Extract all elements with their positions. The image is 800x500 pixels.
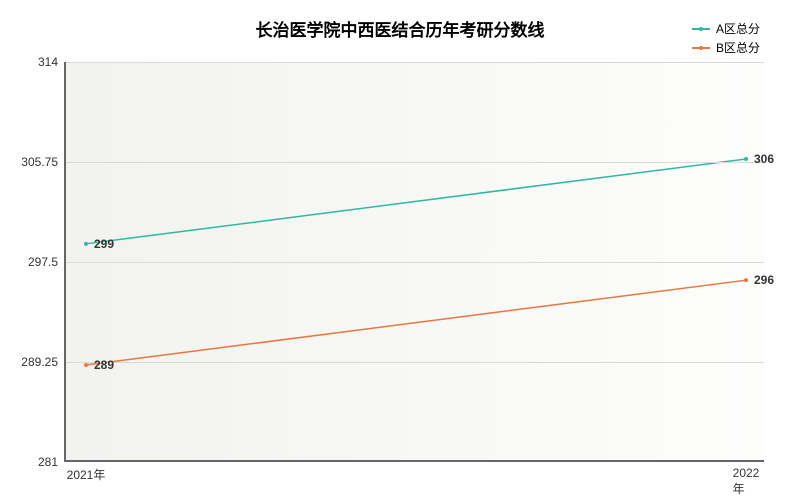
plot-area: 281289.25297.5305.753142021年2022年2993062… (64, 62, 764, 462)
y-tick-label: 297.5 (28, 255, 66, 269)
series-marker (84, 363, 88, 367)
y-tick-label: 305.75 (21, 155, 66, 169)
y-gridline (66, 62, 764, 63)
x-tick-label: 2022年 (733, 460, 760, 497)
y-tick-label: 281 (38, 455, 66, 469)
data-point-label: 296 (754, 273, 774, 287)
data-point-label: 299 (94, 237, 114, 251)
series-marker (84, 242, 88, 246)
legend-swatch-a (692, 28, 710, 30)
chart-title: 长治医学院中西医结合历年考研分数线 (0, 16, 800, 41)
series-marker (744, 157, 748, 161)
legend-item-b: B区总分 (692, 39, 760, 56)
series-line (86, 159, 746, 244)
y-tick-label: 314 (38, 55, 66, 69)
y-tick-label: 289.25 (21, 355, 66, 369)
x-tick-label: 2021年 (67, 460, 106, 483)
data-point-label: 306 (754, 152, 774, 166)
legend-label-b: B区总分 (716, 39, 760, 56)
y-gridline (66, 362, 764, 363)
series-marker (744, 278, 748, 282)
legend-label-a: A区总分 (716, 20, 760, 37)
y-gridline (66, 162, 764, 163)
legend-swatch-b (692, 47, 710, 49)
y-gridline (66, 262, 764, 263)
data-point-label: 289 (94, 358, 114, 372)
chart-container: 长治医学院中西医结合历年考研分数线 A区总分 B区总分 281289.25297… (0, 0, 800, 500)
series-line (86, 280, 746, 365)
legend: A区总分 B区总分 (692, 20, 760, 58)
legend-item-a: A区总分 (692, 20, 760, 37)
